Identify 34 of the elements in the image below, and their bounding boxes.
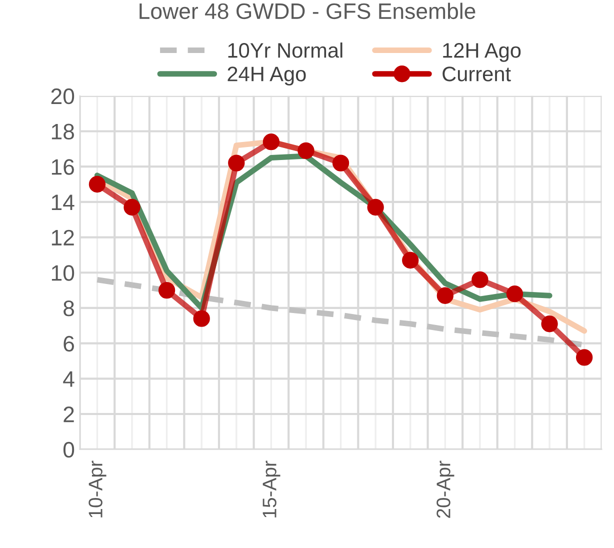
point <box>228 154 245 172</box>
y-tick-label: 2 <box>64 406 74 422</box>
legend-label: 24H Ago <box>228 66 306 86</box>
point <box>332 154 350 172</box>
legend-label: 12H Ago <box>443 43 521 62</box>
legend-label: Current <box>442 66 511 82</box>
y-tick-label: 12 <box>52 230 74 246</box>
x-tick-label: 10-Apr <box>88 460 106 518</box>
y-tick-label: 8 <box>64 300 74 316</box>
point <box>541 316 558 332</box>
point <box>436 287 454 304</box>
x-tick-label: 20-Apr <box>436 460 454 518</box>
point <box>193 310 210 327</box>
y-tick-label: 0 <box>63 442 74 458</box>
point <box>576 349 593 366</box>
y-tick-label: 4 <box>63 371 74 387</box>
point <box>262 134 280 150</box>
point <box>367 198 384 216</box>
point <box>124 198 140 216</box>
y-tick-label: 20 <box>51 88 74 104</box>
y-tick-label: 18 <box>52 124 74 140</box>
x-tick-label: 15-Apr <box>262 460 280 518</box>
point <box>88 176 106 193</box>
legend-label: 10Yr Normal <box>228 42 342 58</box>
point <box>472 271 488 288</box>
y-tick-label: 10 <box>52 265 74 281</box>
point <box>506 286 524 302</box>
y-tick-label: 16 <box>52 159 74 175</box>
chart-title: Lower 48 GWDD - GFS Ensemble <box>140 2 476 20</box>
point <box>402 252 419 269</box>
point <box>298 142 314 160</box>
y-tick-label: 14 <box>52 194 74 210</box>
point <box>158 282 176 299</box>
y-tick-label: 6 <box>64 336 74 352</box>
